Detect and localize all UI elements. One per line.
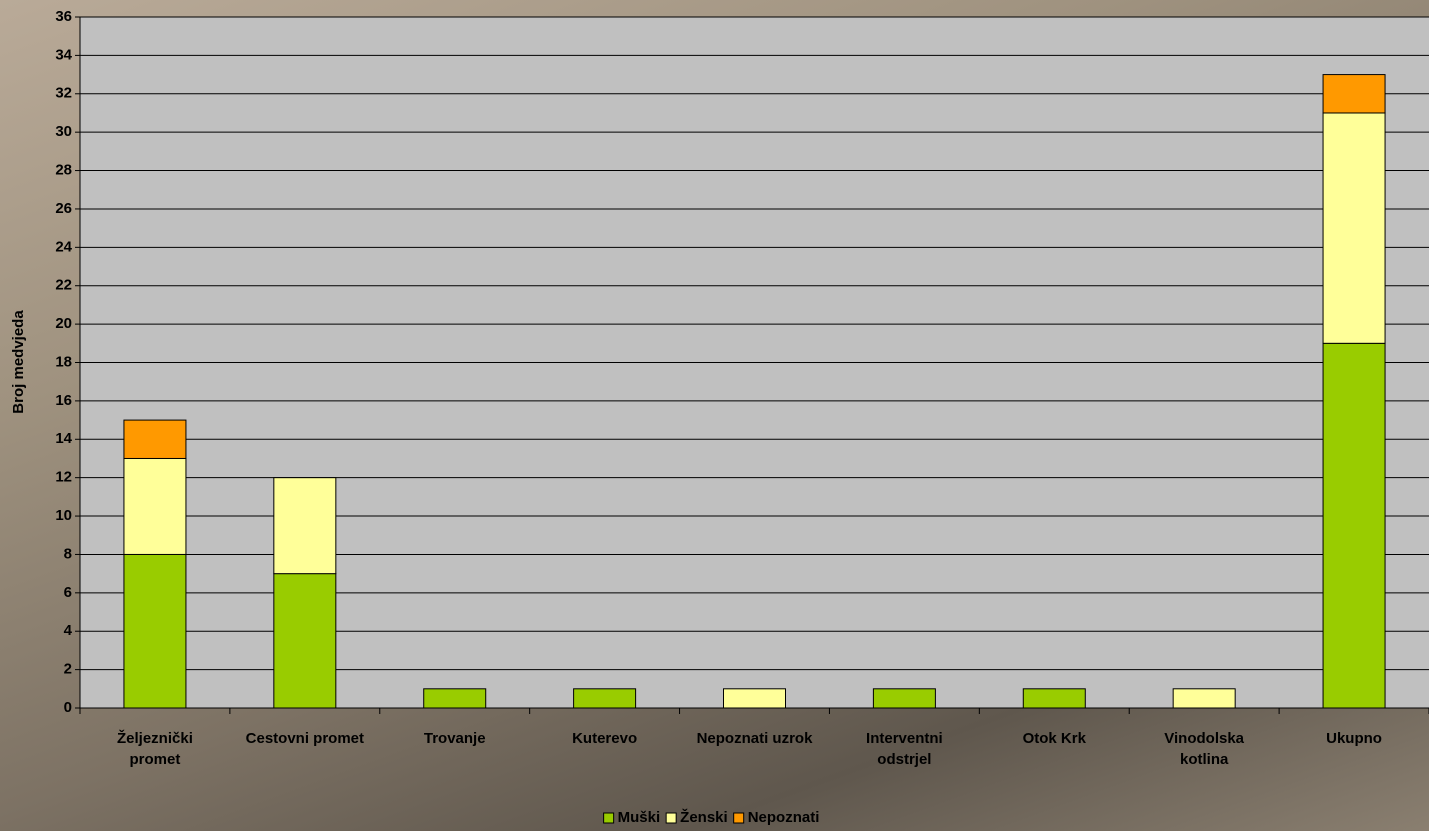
x-tick-label: Interventni odstrjel [866,730,943,768]
x-tick-label: Nepoznati uzrok [696,730,813,747]
y-tick-label: 28 [55,162,72,179]
bar-segment [1322,74,1386,114]
legend-swatch [733,812,745,824]
y-tick-label: 4 [64,622,73,639]
bar-segment [1172,688,1236,709]
x-tick-label: Cestovni promet [245,730,364,747]
x-tick-label: Kuterevo [572,730,638,747]
bar-segment [872,688,936,709]
y-tick-label: 18 [55,353,72,370]
y-tick-label: 24 [55,238,72,255]
x-tick-label: Vinodolska kotlina [1164,730,1245,768]
y-tick-label: 12 [55,469,72,486]
y-tick-label: 30 [55,123,72,140]
y-tick-label: 8 [64,545,72,562]
y-tick-label: 20 [55,315,72,332]
bar-segment [1022,688,1086,709]
y-tick-label: 14 [55,430,72,447]
bar-segment [1322,112,1386,344]
x-tick-label: Željeznički promet [117,730,193,768]
x-tick-label: Ukupno [1326,730,1382,747]
bar-segment [123,553,187,709]
y-tick-label: 2 [64,661,72,678]
legend-swatch [603,812,615,824]
x-tick-label: Otok Krk [1022,730,1086,747]
bar-segment [123,457,187,555]
bar-segment [1322,342,1386,709]
y-tick-label: 26 [55,200,72,217]
bar-segment [573,688,637,709]
bar-segment [423,688,487,709]
y-tick-label: 34 [55,46,72,63]
y-tick-label: 10 [55,507,72,524]
y-tick-label: 6 [64,584,72,601]
x-tick-label: Trovanje [423,730,486,747]
bar-segment [273,573,337,709]
y-tick-label: 16 [55,392,72,409]
bar-segment [273,477,337,575]
bar-segment [123,419,187,459]
legend-label: Muški [618,809,661,826]
y-tick-label: 36 [55,8,72,25]
y-tick-label: 32 [55,85,72,102]
y-tick-label: 22 [55,277,72,294]
legend-label: Ženski [680,808,728,826]
y-axis-title: Broj medvjeda [10,310,27,414]
bar-segment [723,688,786,709]
y-tick-label: 0 [64,699,72,716]
legend-swatch [665,812,677,824]
legend-label: Nepoznati [748,809,820,826]
